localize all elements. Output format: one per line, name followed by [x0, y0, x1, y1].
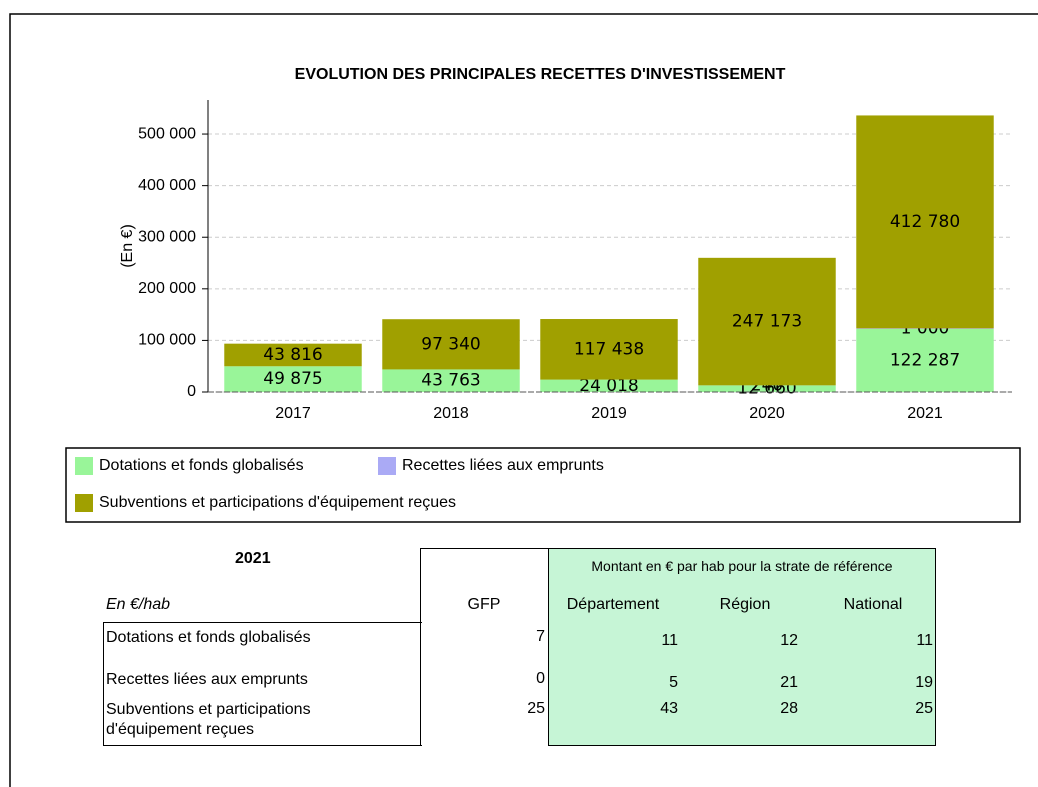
data-label: 412 780: [890, 212, 960, 232]
cell-value: 28: [780, 700, 798, 717]
reference-area: [548, 548, 936, 746]
cell-value: 19: [915, 674, 933, 691]
bar-segment: [698, 385, 836, 392]
data-label: 43 816: [263, 345, 322, 365]
legend-label: Dotations et fonds globalisés: [99, 457, 304, 474]
bar-segment: [224, 343, 362, 367]
data-label: 247 173: [732, 312, 802, 332]
cell-value: 21: [780, 674, 798, 691]
table-unit: En €/hab: [106, 596, 171, 613]
y-tick-label: 0: [187, 383, 196, 400]
legend-label: Subventions et participations d'équipeme…: [99, 494, 456, 511]
y-tick-label: 400 000: [138, 177, 196, 194]
bar-segment: [540, 379, 678, 392]
group-header: Montant en € par hab pour la strate de r…: [591, 558, 893, 574]
cell-value: 0: [536, 670, 545, 687]
data-label: 97 340: [421, 334, 480, 354]
row-label: Subventions et participations d'équipeme…: [106, 701, 311, 738]
column-header: GFP: [467, 596, 501, 613]
legend-swatch: [75, 457, 93, 475]
bar-segment: [224, 366, 362, 392]
bar-segment: [698, 257, 836, 386]
cell-value: 12: [780, 632, 798, 649]
legend-label: Recettes liées aux emprunts: [402, 457, 604, 474]
cell-value: 11: [661, 632, 678, 649]
y-tick-label: 500 000: [138, 125, 196, 142]
x-tick-label: 2021: [907, 405, 943, 422]
data-label: 122 287: [890, 350, 960, 370]
row-label: Dotations et fonds globalisés: [106, 629, 311, 646]
y-tick-label: 300 000: [138, 228, 196, 245]
x-tick-label: 2018: [433, 405, 469, 422]
cell-value: 7: [536, 628, 545, 645]
bar-segment: [856, 115, 994, 329]
bar-segment: [856, 328, 994, 392]
cell-value: 25: [915, 700, 933, 717]
y-tick-label: 100 000: [138, 332, 196, 349]
bar-segment: [540, 319, 678, 380]
data-label: 43 763: [421, 371, 480, 391]
row-label: Recettes liées aux emprunts: [106, 671, 308, 688]
data-label: 24 018: [579, 376, 638, 396]
column-header: National: [843, 596, 903, 613]
legend-swatch: [378, 457, 396, 475]
column-header: Département: [566, 596, 660, 613]
legend-box: [65, 447, 1021, 523]
data-label: 49 875: [263, 369, 322, 389]
legend-swatch: [75, 494, 93, 512]
bar-segment: [856, 328, 994, 329]
cell-value: 11: [916, 632, 933, 649]
y-tick-label: 200 000: [138, 280, 196, 297]
chart-title: EVOLUTION DES PRINCIPALES RECETTES D'INV…: [295, 66, 786, 83]
column-header: Région: [719, 596, 771, 613]
x-tick-label: 2017: [275, 405, 311, 422]
bar-segment: [382, 319, 520, 370]
row-labels-box: [103, 622, 422, 746]
cell-value: 43: [660, 700, 678, 717]
x-tick-label: 2019: [591, 405, 627, 422]
frame: [9, 13, 1038, 787]
x-tick-label: 2020: [749, 405, 785, 422]
cell-value: 5: [669, 674, 678, 691]
y-axis-label: (En €): [119, 224, 136, 268]
cell-value: 25: [527, 700, 545, 717]
table-year: 2021: [235, 550, 271, 567]
data-label: 117 438: [574, 339, 644, 359]
bar-segment: [382, 369, 520, 392]
